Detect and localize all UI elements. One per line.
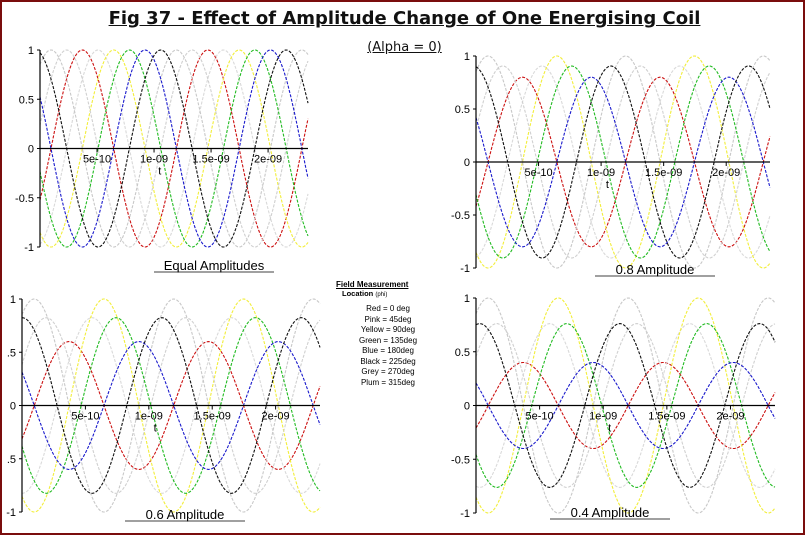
y-tick-label: 0: [464, 401, 470, 413]
x-axis-title: t: [608, 423, 611, 435]
y-tick-label: -0.5: [15, 193, 34, 205]
legend-entry-grey: Grey = 270deg: [361, 367, 415, 376]
series-line-green: [475, 65, 771, 259]
series-line-yellow: [475, 55, 771, 269]
x-tick-label: 5e-10: [83, 154, 111, 166]
chart-bottom-left: 5e-10 1e-09 1.5e-09 2e-09 t -1 .5 0 .5 1 0.6 Ampli…: [6, 294, 321, 522]
y-tick-label: 0: [464, 157, 470, 169]
y-tick-label: 1: [28, 45, 34, 57]
y-tick-label: -0.5: [451, 454, 470, 466]
series-line-black: [475, 323, 776, 488]
x-tick-label: 1e-09: [589, 411, 617, 423]
legend-title: Field Measurement: [336, 280, 409, 289]
y-tick-label: 0.5: [455, 104, 470, 116]
panel-caption: 0.6 Amplitude: [146, 507, 225, 522]
chart-bottom-right: 5e-10 1e-09 1.5e-09 2e-09 t -1 -0.5 0 0.5 1 0.4 Am…: [451, 293, 776, 520]
x-tick-label: 2e-09: [262, 411, 290, 423]
chart-top-left: 5e-10 1e-09 1.5e-09 2e-09 t -1 -0.5 0 0.5 1 Equal …: [15, 45, 309, 273]
series-line-yellow: [21, 298, 321, 513]
x-tick-label: 5e-10: [71, 411, 99, 423]
series-line-grey: [39, 49, 309, 248]
series-line-pink: [21, 317, 321, 494]
series-line-green: [475, 323, 776, 488]
legend-entry-red: Red = 0 deg: [366, 304, 410, 313]
x-tick-label: 5e-10: [524, 167, 552, 179]
series-line-pink: [39, 49, 309, 248]
legend-list: Red = 0 deg Pink = 45deg Yellow = 90deg …: [336, 304, 440, 388]
x-tick-label: 1e-09: [140, 154, 168, 166]
legend-entry-plum: Plum = 315deg: [360, 377, 416, 387]
x-tick-label: 2e-09: [254, 154, 282, 166]
series-line-plum: [39, 49, 309, 248]
legend-entry-blue: Blue = 180deg: [362, 346, 414, 355]
series-line-pink: [475, 323, 776, 488]
legend-entry-yellow: Yellow = 90deg: [360, 325, 416, 334]
x-tick-label: 2e-09: [716, 411, 744, 423]
x-axis-title: t: [158, 166, 161, 178]
series-line-yellow: [39, 49, 309, 248]
series-line-grey: [475, 55, 771, 269]
legend-entry-black: Black = 225deg: [360, 356, 416, 366]
legend-entry-green: Green = 135deg: [358, 335, 418, 345]
panel-caption: 0.4 Amplitude: [571, 505, 650, 520]
series-line-blue: [475, 76, 771, 248]
y-tick-label: 0: [28, 144, 34, 156]
legend-entry-pink: Pink = 45deg: [364, 314, 412, 324]
series-line-yellow: [475, 297, 776, 514]
series-line-black: [21, 317, 321, 494]
figure-subtitle: (Alpha = 0): [367, 40, 442, 55]
y-tick-label: -1: [460, 508, 470, 520]
series-line-pink: [475, 65, 771, 259]
figure-title: Fig 37 - Effect of Amplitude Change of O…: [108, 8, 701, 29]
y-tick-label: .5: [7, 454, 16, 466]
y-tick-label: -1: [6, 507, 16, 519]
x-tick-label: 1e-09: [135, 411, 163, 423]
series-line-red: [39, 49, 309, 248]
legend-location-unit: (phi): [375, 292, 388, 298]
x-tick-label: 2e-09: [712, 167, 740, 179]
series-line-red: [21, 341, 321, 470]
series-line-green: [39, 49, 309, 248]
y-tick-label: 0.5: [455, 347, 470, 359]
series-line-blue: [475, 361, 776, 450]
series-line-plum: [475, 323, 776, 488]
legend-location: Location (phi): [342, 289, 440, 298]
series-line-blue: [21, 341, 321, 470]
x-tick-label: 1.5e-09: [648, 411, 685, 423]
series-line-red: [475, 76, 771, 248]
x-tick-label: 1.5e-09: [194, 411, 231, 423]
x-tick-label: 1.5e-09: [192, 154, 229, 166]
series-line-grey: [21, 298, 321, 513]
panel-caption: 0.8 Amplitude: [616, 262, 695, 277]
x-tick-label: 1.5e-09: [645, 167, 682, 179]
x-tick-label: 1e-09: [587, 167, 615, 179]
series-line-green: [21, 317, 321, 494]
series-line-blue: [39, 49, 309, 248]
y-tick-label: -1: [460, 263, 470, 275]
y-tick-label: 0: [10, 401, 16, 413]
y-tick-label: 1: [464, 293, 470, 305]
y-tick-label: .5: [7, 347, 16, 359]
y-tick-label: 1: [464, 51, 470, 63]
x-tick-label: 5e-10: [526, 411, 554, 423]
series-line-grey: [475, 297, 776, 514]
y-tick-label: 1: [10, 294, 16, 306]
chart-top-right: 5e-10 1e-09 1.5e-09 2e-09 t -1 -0.5 0 0.5 1 0.8 Am…: [451, 51, 771, 277]
series-line-plum: [21, 317, 321, 494]
series-line-black: [39, 49, 309, 248]
y-tick-label: 0.5: [19, 94, 34, 106]
y-tick-label: -0.5: [451, 210, 470, 222]
y-tick-label: -1: [24, 242, 34, 254]
x-axis-title: t: [606, 179, 609, 191]
series-line-black: [475, 65, 771, 259]
legend-location-label: Location: [342, 289, 374, 298]
x-axis-title: t: [154, 423, 157, 435]
legend-box: Field Measurement Location (phi) Red = 0…: [336, 280, 440, 388]
panel-caption: Equal Amplitudes: [164, 258, 265, 273]
series-line-plum: [475, 65, 771, 259]
